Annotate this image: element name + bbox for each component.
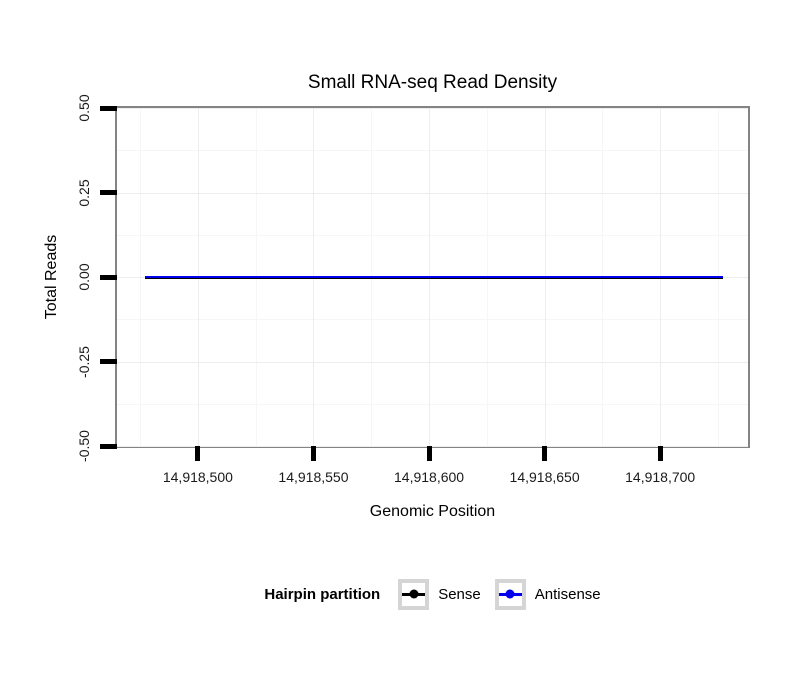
x-tick-label: 14,918,550: [278, 469, 349, 485]
x-tick-label: 14,918,500: [162, 469, 233, 485]
x-tick-label: 14,918,600: [393, 469, 465, 485]
y-tick-label: -0.50: [76, 430, 92, 462]
legend-entry-antisense: Antisense: [494, 578, 601, 610]
x-tick-label: 14,918,650: [509, 469, 580, 485]
legend-label: Sense: [438, 585, 481, 603]
x-tick-label: 14,918,700: [625, 469, 696, 485]
x-axis-tick: [426, 446, 432, 461]
y-axis-tick: [100, 443, 117, 449]
plot-panel: [115, 106, 750, 448]
minor-gridline: [117, 319, 748, 321]
y-tick-label: 0.50: [76, 94, 92, 122]
x-axis-tick: [195, 446, 201, 461]
series-line-antisense: [144, 276, 723, 278]
minor-gridline: [117, 403, 748, 405]
major-gridline: [117, 192, 748, 194]
major-gridline: [117, 108, 748, 109]
y-tick-label: 0.25: [76, 178, 92, 207]
major-gridline: [117, 446, 748, 447]
x-axis-tick: [542, 446, 548, 461]
legend-label: Antisense: [534, 585, 601, 603]
y-axis-tick: [100, 190, 117, 195]
y-axis-title: Total Reads: [43, 234, 60, 320]
y-axis-tick: [100, 105, 117, 111]
legend-title: Hairpin partition: [264, 585, 381, 603]
legend-key-dot: [409, 589, 419, 599]
y-tick-label: 0.00: [76, 263, 92, 291]
minor-gridline: [117, 150, 748, 152]
y-tick-label: -0.25: [76, 345, 92, 378]
chart-title: Small RNA-seq Read Density: [307, 72, 558, 93]
legend-key-dot: [505, 589, 515, 599]
x-axis-tick: [310, 446, 316, 461]
legend: Hairpin partition Sense Antisense: [117, 576, 748, 612]
x-axis-tick: [657, 446, 663, 461]
y-axis-tick: [100, 274, 117, 280]
legend-key-icon: [494, 578, 526, 610]
y-axis-tick: [100, 359, 117, 364]
minor-gridline: [117, 234, 748, 236]
x-axis-title: Genomic Position: [369, 503, 496, 520]
legend-key-icon: [398, 578, 430, 610]
major-gridline: [117, 361, 748, 363]
legend-entry-sense: Sense: [398, 578, 481, 610]
